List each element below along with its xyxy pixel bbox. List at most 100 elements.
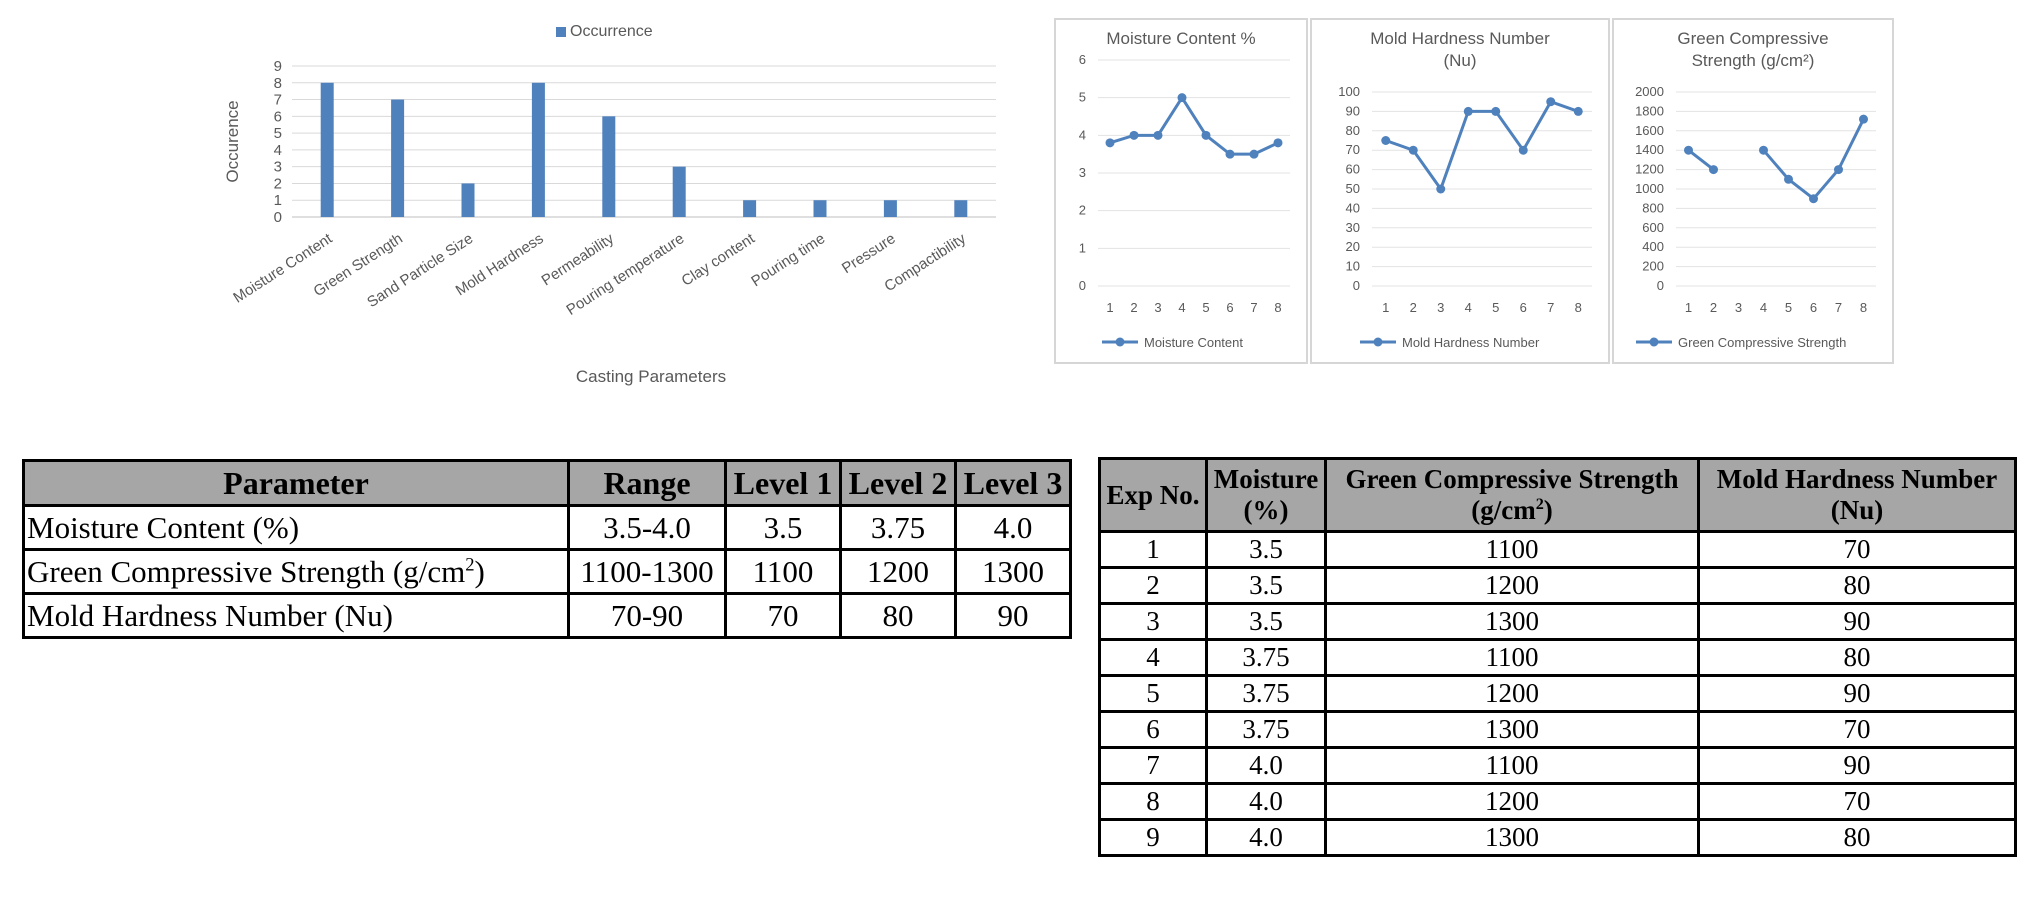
y-tick-label: 4 [274, 142, 282, 159]
data-point [1463, 106, 1473, 116]
table-cell: 90 [954, 592, 1072, 639]
data-point [1834, 165, 1843, 175]
table-row: Mold Hardness Number (Nu) 70-90 70 80 90 [22, 592, 1072, 639]
table-cell: 4.0 [1205, 746, 1327, 785]
y-tick-label: 0 [1353, 278, 1360, 293]
table-cell: 5 [1098, 674, 1208, 713]
table-row: 9 4.0 1300 80 [1098, 818, 2017, 857]
y-tick-label: 400 [1642, 239, 1664, 254]
y-tick-label: 100 [1338, 84, 1360, 99]
table-cell: 80 [839, 592, 957, 639]
table-cell: 7 [1098, 746, 1208, 785]
y-tick-label: 1200 [1635, 162, 1664, 177]
x-tick-label: 3 [1437, 300, 1444, 315]
table-cell: 2 [1098, 566, 1208, 605]
data-point [1573, 106, 1583, 116]
bar [461, 183, 475, 217]
y-tick-label: 1000 [1635, 181, 1664, 196]
data-point [1809, 194, 1818, 204]
header-line: (g/cm [1471, 495, 1536, 525]
bar [883, 200, 897, 217]
table-cell: 70 [1697, 710, 2017, 749]
table-cell: 3.75 [1205, 638, 1327, 677]
x-tick-label: 7 [1250, 300, 1257, 315]
data-point [1859, 114, 1868, 124]
table-cell: 70-90 [567, 592, 727, 639]
data-point [1249, 149, 1259, 159]
y-tick-label: 3 [1079, 165, 1086, 180]
series-line [1385, 99, 1579, 193]
x-tick-label: 8 [1274, 300, 1281, 315]
table-cell: 1200 [1324, 782, 1700, 821]
superscript: 2 [1535, 495, 1544, 513]
bar [391, 99, 405, 217]
bar [743, 200, 757, 217]
data-point [1436, 184, 1446, 194]
table-cell: Moisture Content (%) [22, 504, 570, 551]
table-cell: 1300 [1324, 710, 1700, 749]
table-cell: 4.0 [1205, 782, 1327, 821]
green-compressive-strength-chart: Green Compressive Strength (g/cm²) 0 200 400… [1612, 18, 1894, 364]
data-point [1784, 174, 1793, 184]
moisture-content-chart-svg: Moisture Content % 0 1 2 3 4 5 6 1 2 3 4 5 6 7 8 Moistur… [1079, 29, 1290, 350]
table-cell: 1300 [1324, 818, 1700, 857]
y-tick-label: 9 [274, 58, 282, 75]
x-tick-label: 1 [1106, 300, 1113, 315]
superscript: 2 [465, 554, 475, 576]
y-tick-label: 0 [274, 209, 282, 226]
y-tick-label: 20 [1346, 239, 1360, 254]
data-point [1273, 138, 1283, 148]
legend-marker [1373, 337, 1383, 347]
table-header-row: Exp No. Moisture (%) Green Compressive St… [1098, 457, 2017, 533]
y-tick-label: 80 [1346, 123, 1360, 138]
table-cell: 70 [724, 592, 842, 639]
legend-marker [1115, 337, 1125, 347]
x-tick-label: 2 [1410, 300, 1417, 315]
table-cell: 1200 [1324, 674, 1700, 713]
y-tick-label: 1 [274, 192, 282, 209]
table-row: 1 3.5 1100 70 [1098, 530, 2017, 569]
x-tick-label: 5 [1492, 300, 1499, 315]
legend-label: Occurrence [570, 23, 653, 40]
y-tick-label: 0 [1657, 278, 1664, 293]
table-row: 8 4.0 1200 70 [1098, 782, 2017, 821]
y-tick-label: 200 [1642, 259, 1664, 274]
x-tick-label: 5 [1785, 300, 1792, 315]
y-tick-label: 5 [274, 125, 282, 142]
y-tick-label: 7 [274, 92, 282, 109]
table-cell: 3.5 [1205, 530, 1327, 569]
column-header: Moisture (%) [1205, 457, 1327, 533]
y-tick-label: 1 [1079, 240, 1086, 255]
y-tick-label: 2000 [1635, 84, 1664, 99]
table-cell: 4.0 [954, 504, 1072, 551]
table-cell: 3 [1098, 602, 1208, 641]
y-tick-label: 600 [1642, 220, 1664, 235]
table-cell: 90 [1697, 746, 2017, 785]
x-tick-label: 6 [1520, 300, 1527, 315]
cell-text: Green Compressive Strength (g/cm [27, 553, 466, 589]
table-cell: Mold Hardness Number (Nu) [22, 592, 570, 639]
y-tick-label: 70 [1346, 142, 1360, 157]
table-row: 2 3.5 1200 80 [1098, 566, 2017, 605]
table-cell: Green Compressive Strength (g/cm2) [22, 548, 570, 595]
bar [672, 166, 686, 217]
header-line: (%) [1243, 495, 1289, 525]
column-header: Level 3 [954, 459, 1072, 507]
data-point [1709, 165, 1718, 175]
table-cell: 1300 [1324, 602, 1700, 641]
data-point [1684, 145, 1693, 155]
table-cell: 1200 [839, 548, 957, 595]
column-header: Exp No. [1098, 457, 1208, 533]
table-cell: 4.0 [1205, 818, 1327, 857]
table-row: 4 3.75 1100 80 [1098, 638, 2017, 677]
table-cell: 3.5 [1205, 566, 1327, 605]
y-tick-label: 40 [1346, 200, 1360, 215]
table-cell: 8 [1098, 782, 1208, 821]
table-row: 7 4.0 1100 90 [1098, 746, 2017, 785]
table-cell: 90 [1697, 602, 2017, 641]
data-point [1177, 93, 1187, 103]
table-row: 3 3.5 1300 90 [1098, 602, 2017, 641]
column-header: Level 1 [724, 459, 842, 507]
x-tick-label: 8 [1575, 300, 1582, 315]
table-row: 5 3.75 1200 90 [1098, 674, 2017, 713]
